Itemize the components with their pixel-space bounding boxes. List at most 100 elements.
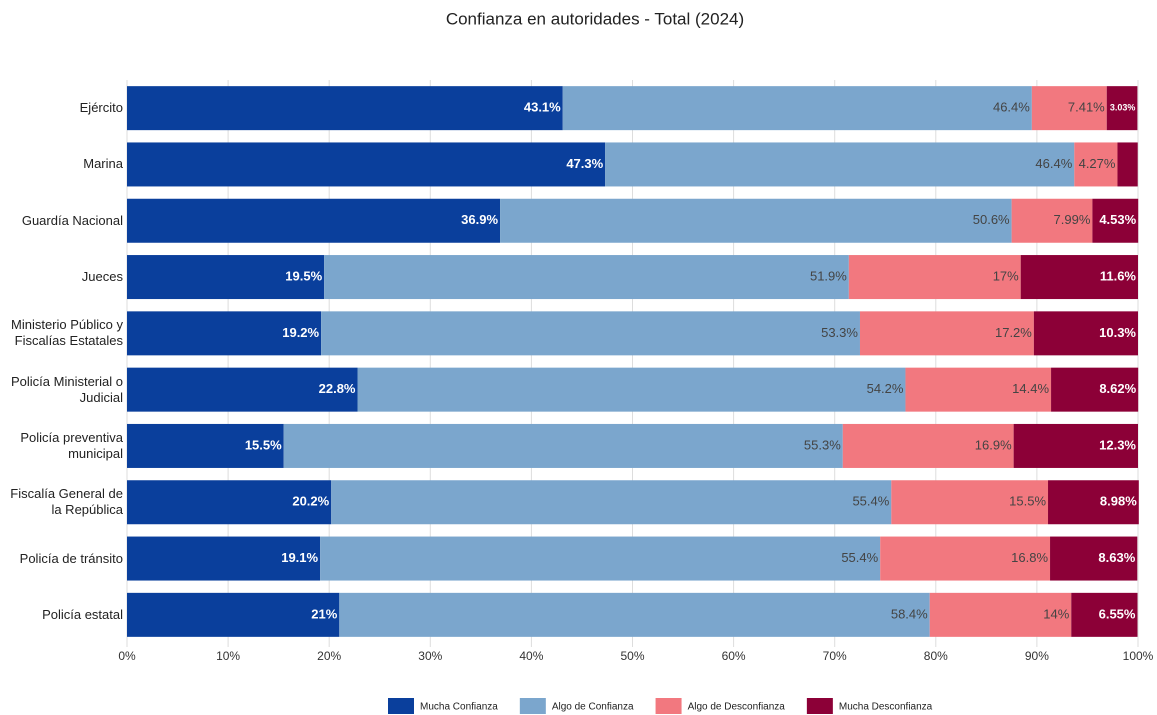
legend-label: Algo de Desconfianza	[688, 702, 786, 713]
bar-segment	[1013, 423, 1138, 468]
value-label: 15.5%	[1009, 494, 1046, 509]
value-label: 7.41%	[1068, 100, 1105, 115]
bar-segment	[905, 367, 1052, 412]
legend-swatch	[806, 698, 833, 714]
value-label: 46.4%	[993, 100, 1030, 115]
y-tick-label: Ejército	[79, 100, 123, 116]
value-label: 8.63%	[1098, 550, 1135, 565]
bar-segment	[127, 536, 321, 581]
value-label: 3.03%	[1110, 103, 1136, 113]
value-label: 19.5%	[285, 268, 322, 283]
value-label: 17.2%	[995, 325, 1032, 340]
bar-segment	[1031, 86, 1107, 131]
bar-segment	[1117, 142, 1138, 187]
y-tick-label: Fiscalía General de la República	[10, 486, 123, 518]
value-label: 20.2%	[292, 494, 329, 509]
x-tick-label: 40%	[519, 649, 543, 663]
x-tick-label: 90%	[1025, 649, 1049, 663]
bar-segment	[127, 592, 340, 637]
x-tick-label: 70%	[823, 649, 847, 663]
value-label: 47.3%	[566, 156, 603, 171]
y-tick-label: Policía estatal	[42, 606, 123, 622]
bar-segment	[1033, 311, 1138, 356]
bar-segment	[1050, 536, 1138, 581]
bar-segment	[331, 480, 892, 525]
y-tick-label: Guardía Nacional	[21, 212, 123, 228]
value-label: 58.4%	[891, 606, 928, 621]
x-tick-label: 10%	[216, 649, 240, 663]
bar-segment	[1071, 592, 1138, 637]
bar-segment	[1048, 480, 1139, 525]
x-tick-label: 20%	[317, 649, 341, 663]
value-label: 19.2%	[282, 325, 319, 340]
value-label: 53.3%	[821, 325, 858, 340]
bar-segment	[127, 367, 358, 412]
bar-segment	[891, 480, 1049, 525]
bar-segment	[842, 423, 1014, 468]
bar-segment	[321, 311, 860, 356]
value-label: 51.9%	[810, 268, 847, 283]
value-label: 16.9%	[975, 437, 1012, 452]
bar-segment	[848, 255, 1021, 300]
x-tick-label: 100%	[1123, 649, 1154, 663]
bar-segment	[339, 592, 930, 637]
bar-segment	[929, 592, 1072, 637]
bar-segment	[500, 198, 1012, 243]
value-label: 8.98%	[1100, 494, 1137, 509]
value-label: 4.53%	[1099, 212, 1136, 227]
legend-swatch	[519, 698, 546, 714]
value-label: 36.9%	[461, 212, 498, 227]
value-label: 11.6%	[1100, 268, 1137, 283]
value-label: 55.4%	[852, 494, 889, 509]
x-tick-label: 30%	[418, 649, 442, 663]
value-label: 14%	[1043, 606, 1069, 621]
value-label: 50.6%	[973, 212, 1010, 227]
value-label: 6.55%	[1099, 606, 1136, 621]
y-tick-label: Policía preventiva municipal	[20, 429, 123, 461]
bar-segment	[324, 255, 849, 300]
value-label: 8.62%	[1099, 381, 1136, 396]
value-label: 54.2%	[867, 381, 904, 396]
value-label: 4.27%	[1079, 156, 1116, 171]
x-tick-label: 80%	[924, 649, 948, 663]
bar-segment	[127, 142, 606, 187]
value-label: 17%	[993, 268, 1019, 283]
bar-segment	[127, 423, 284, 468]
bar-segment	[1106, 86, 1138, 131]
legend-label: Algo de Confianza	[552, 702, 634, 713]
bar-segment	[1020, 255, 1138, 300]
bar-segment	[357, 367, 906, 412]
value-label: 12.3%	[1099, 437, 1136, 452]
bar-segment	[605, 142, 1075, 187]
bar-segment	[320, 536, 881, 581]
value-label: 55.4%	[841, 550, 878, 565]
chart-title: Confianza en autoridades - Total (2024)	[446, 9, 744, 28]
bar-segment	[127, 255, 325, 300]
legend-label: Mucha Desconfianza	[839, 702, 933, 713]
y-tick-label: Policía Ministerial o Judicial	[11, 373, 123, 405]
value-label: 16.8%	[1011, 550, 1048, 565]
bar-segment	[880, 536, 1051, 581]
bar-segment	[1011, 198, 1093, 243]
bar-segment	[1092, 198, 1139, 243]
value-label: 46.4%	[1035, 156, 1072, 171]
y-tick-label: Ministerio Público y Fiscalías Estatales	[11, 317, 123, 349]
y-tick-label: Marina	[83, 156, 123, 172]
value-label: 43.1%	[524, 100, 561, 115]
y-tick-label: Policía de tránsito	[19, 550, 123, 566]
value-label: 10.3%	[1099, 325, 1136, 340]
bar-segment	[127, 198, 501, 243]
bar-segment	[283, 423, 843, 468]
bar-segment	[127, 480, 332, 525]
value-label: 14.4%	[1012, 381, 1049, 396]
value-label: 22.8%	[319, 381, 356, 396]
legend-swatch	[655, 698, 682, 714]
bar-segment	[127, 311, 322, 356]
legend-swatch	[388, 698, 414, 714]
legend-label: Mucha Confianza	[420, 702, 498, 713]
bar-segment	[127, 86, 563, 131]
bar-segment	[1074, 142, 1118, 187]
value-label: 15.5%	[245, 437, 282, 452]
